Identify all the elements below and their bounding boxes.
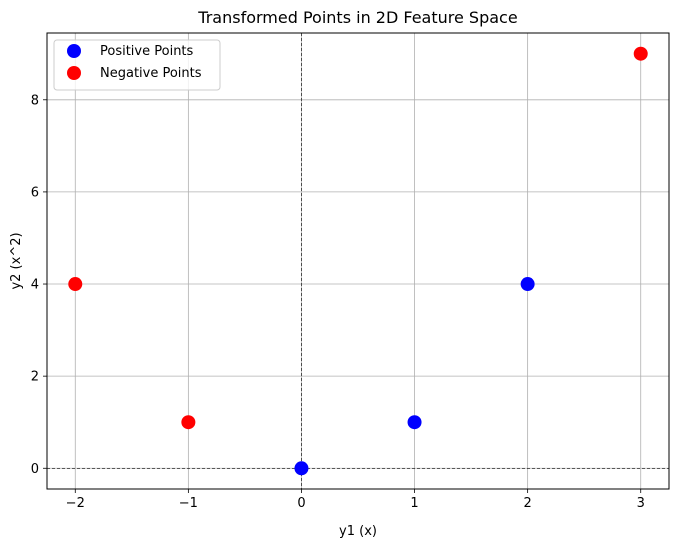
data-point-positive	[520, 277, 535, 292]
chart-title: Transformed Points in 2D Feature Space	[197, 8, 517, 27]
legend-marker-negative	[67, 66, 81, 80]
y-axis-ticks: 0 2 4 6 8	[31, 93, 47, 477]
x-axis-ticks: −2 −1 0 1 2 3	[66, 489, 645, 511]
x-tick-label: −2	[66, 496, 85, 511]
data-point-negative	[68, 277, 83, 292]
x-tick-label: 3	[637, 496, 645, 511]
y-tick-label: 4	[31, 278, 39, 293]
legend-label-positive: Positive Points	[100, 44, 194, 59]
data-point-negative	[633, 46, 648, 61]
data-point-positive	[294, 461, 309, 476]
y-tick-label: 6	[31, 185, 39, 200]
legend: Positive Points Negative Points	[53, 39, 221, 91]
legend-box	[53, 39, 221, 91]
y-tick-label: 0	[31, 462, 39, 477]
x-tick-label: −1	[179, 496, 198, 511]
data-points	[68, 46, 648, 476]
x-axis-label: y1 (x)	[339, 524, 377, 539]
x-tick-label: 2	[523, 496, 531, 511]
y-tick-label: 8	[31, 93, 39, 108]
legend-marker-positive	[67, 44, 81, 58]
y-tick-label: 2	[31, 370, 39, 385]
reference-lines	[47, 33, 669, 489]
data-point-positive	[407, 415, 422, 430]
grid	[47, 33, 669, 489]
y-axis-label: y2 (x^2)	[9, 232, 24, 289]
plot-area-frame	[46, 32, 670, 490]
x-tick-label: 1	[410, 496, 418, 511]
data-point-negative	[181, 415, 196, 430]
x-tick-label: 0	[297, 496, 305, 511]
legend-label-negative: Negative Points	[100, 66, 202, 81]
